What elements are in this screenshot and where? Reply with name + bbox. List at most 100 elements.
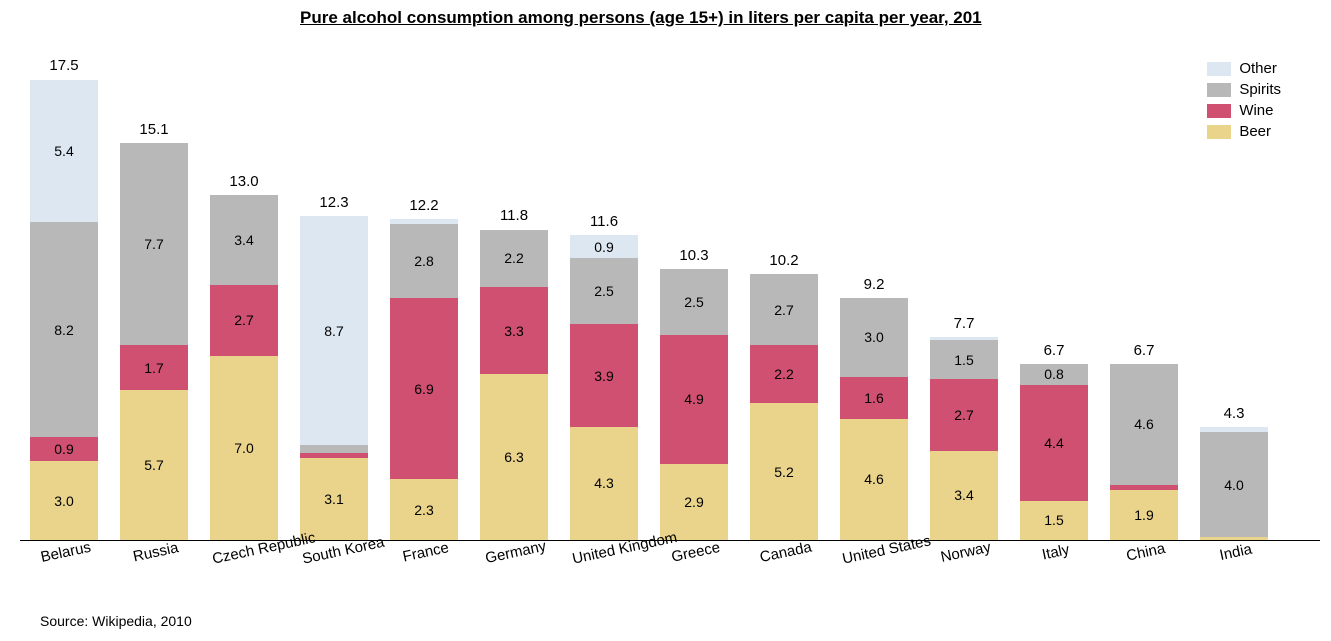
segment-value-label: 6.9 <box>414 381 433 397</box>
legend-label: Spirits <box>1239 81 1281 98</box>
x-axis-label: Belarus <box>31 537 101 568</box>
legend: Other Spirits Wine Beer <box>1207 60 1281 144</box>
segment-value-label: 4.9 <box>684 391 703 407</box>
segment-value-label: 3.4 <box>954 487 973 503</box>
bar-segment-other <box>930 337 998 340</box>
segment-value-label: 5.2 <box>774 464 793 480</box>
total-label: 13.0 <box>210 173 278 190</box>
bar-segment-beer: 5.7 <box>120 390 188 540</box>
bar-segment-spirits: 7.7 <box>120 143 188 346</box>
segment-value-label: 7.7 <box>144 236 163 252</box>
total-label: 10.3 <box>660 247 728 264</box>
bar-column: 2.36.92.812.2 <box>390 219 458 540</box>
bar-segment-wine: 6.9 <box>390 298 458 480</box>
total-label: 12.2 <box>390 197 458 214</box>
bar-column: 4.33.92.50.911.6 <box>570 235 638 540</box>
bar-segment-other: 8.7 <box>300 216 368 445</box>
bar-segment-spirits <box>300 445 368 453</box>
total-label: 4.3 <box>1200 405 1268 422</box>
legend-swatch <box>1207 125 1231 139</box>
x-axis-label: United Kingdom <box>571 537 641 568</box>
bar-column: 1.94.66.7 <box>1110 364 1178 540</box>
bar-segment-beer: 5.2 <box>750 403 818 540</box>
bar-segment-spirits: 2.8 <box>390 224 458 298</box>
bar-segment-wine: 3.9 <box>570 324 638 427</box>
bar-column: 5.71.77.715.1 <box>120 143 188 540</box>
bar-column: 4.61.63.09.2 <box>840 298 908 540</box>
legend-swatch <box>1207 83 1231 97</box>
bar-segment-spirits: 2.7 <box>750 274 818 345</box>
bar-segment-beer: 6.3 <box>480 374 548 540</box>
bar-segment-beer: 1.9 <box>1110 490 1178 540</box>
bar-segment-spirits: 0.8 <box>1020 364 1088 385</box>
x-axis-label: France <box>391 537 461 568</box>
segment-value-label: 7.0 <box>234 440 253 456</box>
plot-area: 3.00.98.25.417.55.71.77.715.17.02.73.413… <box>20 40 1320 541</box>
bar-segment-wine <box>1110 485 1178 490</box>
source-text: Source: Wikipedia, 2010 <box>40 613 192 629</box>
chart-container: Pure alcohol consumption among persons (… <box>0 0 1331 641</box>
segment-value-label: 6.3 <box>504 449 523 465</box>
bar-segment-beer: 2.9 <box>660 464 728 540</box>
total-label: 9.2 <box>840 276 908 293</box>
segment-value-label: 0.9 <box>54 441 73 457</box>
total-label: 11.8 <box>480 207 548 224</box>
bar-segment-spirits: 2.2 <box>480 230 548 288</box>
bar-segment-wine: 2.7 <box>930 379 998 450</box>
bar-column: 2.94.92.510.3 <box>660 269 728 540</box>
bar-segment-beer: 7.0 <box>210 356 278 540</box>
total-label: 6.7 <box>1110 342 1178 359</box>
bar-column: 1.54.40.86.7 <box>1020 364 1088 540</box>
bar-segment-beer: 3.1 <box>300 458 368 540</box>
bar-segment-beer: 3.0 <box>30 461 98 540</box>
bar-segment-spirits: 4.0 <box>1200 432 1268 537</box>
segment-value-label: 1.6 <box>864 390 883 406</box>
bar-segment-spirits: 2.5 <box>660 269 728 335</box>
segment-value-label: 8.7 <box>324 323 343 339</box>
total-label: 15.1 <box>120 121 188 138</box>
bar-segment-other: 0.9 <box>570 235 638 259</box>
total-label: 12.3 <box>300 194 368 211</box>
bar-segment-wine: 1.7 <box>120 345 188 390</box>
segment-value-label: 3.4 <box>234 232 253 248</box>
total-label: 7.7 <box>930 315 998 332</box>
x-axis-label: Russia <box>121 537 191 568</box>
bar-column: 3.42.71.57.7 <box>930 337 998 540</box>
segment-value-label: 4.6 <box>864 471 883 487</box>
segment-value-label: 4.6 <box>1134 416 1153 432</box>
legend-item-other: Other <box>1207 60 1281 77</box>
segment-value-label: 2.7 <box>234 312 253 328</box>
legend-item-spirits: Spirits <box>1207 81 1281 98</box>
segment-value-label: 3.0 <box>864 329 883 345</box>
segment-value-label: 3.3 <box>504 323 523 339</box>
chart-title: Pure alcohol consumption among persons (… <box>300 8 982 28</box>
segment-value-label: 5.7 <box>144 457 163 473</box>
bar-segment-beer: 4.3 <box>570 427 638 540</box>
bar-segment-wine: 2.7 <box>210 285 278 356</box>
segment-value-label: 5.4 <box>54 143 73 159</box>
segment-value-label: 2.2 <box>504 250 523 266</box>
bar-segment-wine: 2.2 <box>750 345 818 403</box>
bar-segment-wine: 0.9 <box>30 437 98 461</box>
segment-value-label: 2.7 <box>774 302 793 318</box>
bar-segment-other: 5.4 <box>30 80 98 222</box>
segment-value-label: 3.9 <box>594 368 613 384</box>
segment-value-label: 0.8 <box>1044 366 1063 382</box>
bar-column: 3.18.712.3 <box>300 216 368 540</box>
total-label: 17.5 <box>30 57 98 74</box>
segment-value-label: 1.9 <box>1134 507 1153 523</box>
segment-value-label: 2.5 <box>594 283 613 299</box>
bar-segment-beer: 3.4 <box>930 451 998 540</box>
bar-column: 4.04.3 <box>1200 427 1268 540</box>
bar-column: 5.22.22.710.2 <box>750 274 818 540</box>
legend-item-wine: Wine <box>1207 102 1281 119</box>
bar-segment-spirits: 3.0 <box>840 298 908 377</box>
legend-swatch <box>1207 104 1231 118</box>
bar-column: 3.00.98.25.417.5 <box>30 79 98 540</box>
x-axis-label: Canada <box>751 537 821 568</box>
x-axis-label: Czech Republic <box>211 537 281 568</box>
segment-value-label: 2.5 <box>684 294 703 310</box>
legend-label: Beer <box>1239 123 1271 140</box>
segment-value-label: 2.2 <box>774 366 793 382</box>
bar-column: 7.02.73.413.0 <box>210 195 278 540</box>
